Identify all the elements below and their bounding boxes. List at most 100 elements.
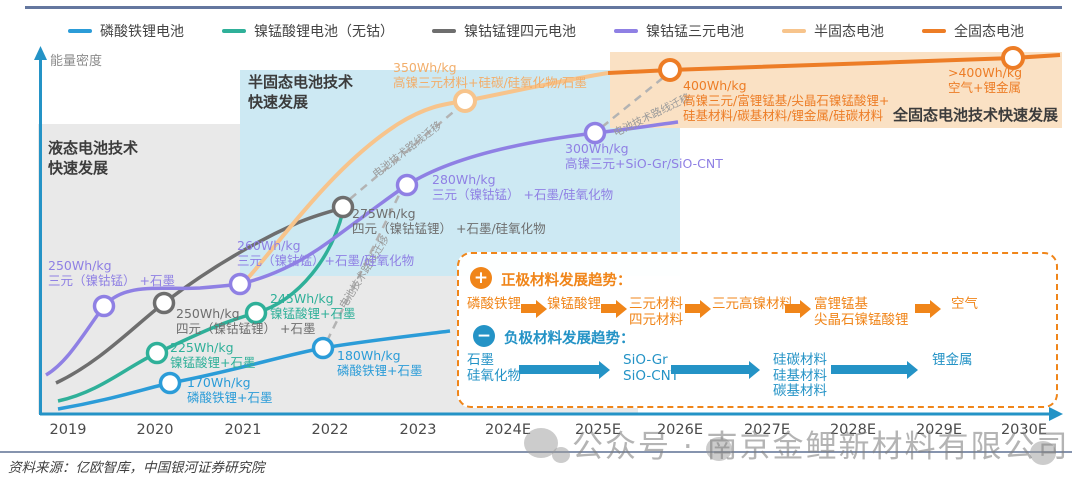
point-annotation: 170Wh/kg 磷酸铁锂+石墨 [187, 375, 272, 405]
legend-label: 镍钴锰三元电池 [646, 24, 744, 40]
anode-item-line: 石墨 [467, 352, 494, 368]
watermark: 公众号 · 南京金鲤新材料有限公司 [572, 429, 1070, 465]
cathode-item-line: 三元高镍材料 [712, 296, 793, 312]
cathode-item: 空气 [951, 296, 978, 313]
point-annotation-line: 三元（镍钴锰） +石墨 [48, 273, 175, 288]
legend-swatch [922, 29, 946, 33]
point-annotation: 245Wh/kg 镍锰酸锂+石墨 [270, 291, 355, 321]
point-annotation: 180Wh/kg 磷酸铁锂+石墨 [337, 348, 422, 378]
liquid-region-title: 液态电池技术 快速发展 [48, 139, 139, 177]
point-annotation-line: 250Wh/kg [48, 258, 112, 273]
point-annotation-line: 260Wh/kg [237, 238, 301, 253]
legend-swatch [222, 29, 246, 33]
x-tick-label: 2030E [1000, 422, 1048, 438]
anode-item-line: 硅基材料 [773, 367, 827, 384]
cathode-arrow-icon [915, 304, 930, 313]
legend-item: 镍锰酸锂电池（无钴） [222, 21, 394, 41]
point-annotation: 400Wh/kg 高镍三元/富锂锰基/尖晶石镍锰酸锂+ 硅基材料/碳基材料/锂金属/… [683, 78, 889, 123]
legend-label: 镍钴锰锂四元电池 [464, 24, 576, 40]
point-annotation-line: 高镍三元+SiO-Gr/SiO-CNT [565, 156, 723, 171]
legend-label: 半固态电池 [814, 24, 884, 40]
minus-icon: − [473, 325, 495, 347]
source-note: 资料来源：亿欧智库，中国银河证券研究院 [8, 460, 265, 476]
wechat-icon [552, 447, 570, 463]
x-tick-label: 2022 [311, 422, 349, 438]
anode-item-line: 硅碳材料 [773, 352, 827, 368]
point-annotation: 260Wh/kg 三元（镍钴锰）+石墨/硅氧化物 [237, 238, 414, 268]
cathode-item-line: 三元材料 [629, 296, 683, 312]
anode-item-line: 硅氧化物 [467, 367, 521, 384]
point-annotation-line: 350Wh/kg [393, 60, 457, 75]
legend: 磷酸铁锂电池 镍锰酸锂电池（无钴） 镍钴锰锂四元电池 镍钴锰三元电池 半固态电池 全固态电… [30, 21, 1062, 41]
point-annotation: 300Wh/kg 高镍三元+SiO-Gr/SiO-CNT [565, 141, 723, 171]
point-annotation-line: 300Wh/kg [565, 141, 629, 156]
cathode-arrow-icon [521, 304, 536, 313]
point-annotation-line: 275Wh/kg [352, 206, 416, 221]
anode-arrow-icon [519, 365, 599, 374]
anode-trend-title: 负极材料发展趋势： [504, 331, 635, 347]
cathode-item-line: 磷酸铁锂 [467, 296, 521, 312]
point-annotation-line: 245Wh/kg [270, 291, 334, 306]
top-border [25, 6, 1062, 9]
semi-solid-region-title: 半固态电池技术 快速发展 [248, 73, 354, 111]
x-axis-arrow-icon [1049, 407, 1063, 421]
legend-item: 镍钴锰锂四元电池 [432, 21, 576, 41]
cathode-item: 富锂锰基 尖晶石镍锰酸锂 [814, 296, 909, 328]
cathode-trend-title: 正极材料发展趋势： [501, 273, 632, 289]
cathode-item-line: 镍锰酸锂 [547, 296, 601, 312]
cathode-item: 磷酸铁锂 [467, 296, 521, 313]
point-annotation-line: 三元（镍钴锰）+石墨/硅氧化物 [237, 253, 415, 268]
legend-label: 全固态电池 [954, 24, 1024, 40]
legend-swatch [614, 29, 638, 33]
legend-swatch [68, 29, 92, 33]
cathode-arrow-icon [785, 304, 800, 313]
x-tick-label: 2027E [743, 422, 791, 438]
y-axis-arrow-icon [34, 46, 47, 60]
x-tick-label: 2028E [829, 422, 877, 438]
legend-item: 全固态电池 [922, 21, 1024, 41]
point-annotation-line: 225Wh/kg [170, 340, 234, 355]
point-annotation-line: 280Wh/kg [432, 172, 496, 187]
point-annotation: 275Wh/kg 四元（镍钴锰锂） +石墨/硅氧化物 [352, 206, 546, 236]
anode-item: 硅碳材料 硅基材料 碳基材料 [773, 352, 827, 400]
y-axis-label: 能量密度 [50, 54, 103, 69]
material-trend-box: + 正极材料发展趋势： − 负极材料发展趋势： 磷酸铁锂 镍锰酸锂 三元材料 四元材料… [457, 252, 1058, 408]
wechat-icon [1030, 441, 1056, 465]
legend-label: 镍锰酸锂电池（无钴） [254, 24, 394, 40]
anode-arrow-icon [671, 365, 749, 374]
point-annotation-line: 硅基材料/碳基材料/锂金属/硅碳材料 [683, 108, 884, 123]
point-annotation-line: 磷酸铁锂+石墨 [337, 363, 423, 378]
x-tick-label: 2020 [136, 422, 174, 438]
cathode-item-line: 空气 [951, 296, 978, 312]
all-solid-region-title: 全固态电池技术快速发展 [893, 106, 1059, 124]
point-annotation-line: 镍锰酸锂+石墨 [270, 306, 356, 321]
point-annotation-line: 四元（镍钴锰锂） +石墨/硅氧化物 [352, 221, 546, 236]
cathode-item-line: 四元材料 [629, 311, 683, 328]
plus-icon: + [470, 267, 492, 289]
cathode-arrow-icon [685, 304, 700, 313]
point-annotation-line: 磷酸铁锂+石墨 [187, 390, 273, 405]
x-tick-label: 2021 [224, 422, 262, 438]
point-annotation: 350Wh/kg 高镍三元材料+硅碳/硅氧化物/石墨 [393, 60, 587, 90]
cathode-arrow-icon [601, 304, 616, 313]
wechat-icon [706, 437, 732, 461]
point-annotation: 225Wh/kg 镍锰酸锂+石墨 [170, 340, 255, 370]
cathode-item: 三元材料 四元材料 [629, 296, 683, 328]
legend-swatch [782, 29, 806, 33]
point-annotation-line: 170Wh/kg [187, 375, 251, 390]
point-annotation-line: 180Wh/kg [337, 348, 401, 363]
legend-label: 磷酸铁锂电池 [100, 24, 184, 40]
x-tick-label: 2029E [915, 422, 963, 438]
point-annotation: 280Wh/kg 三元（镍钴锰） +石墨/硅氧化物 [432, 172, 613, 202]
x-tick-label: 2024E [484, 422, 532, 438]
legend-item: 磷酸铁锂电池 [68, 21, 184, 41]
anode-arrow-icon [831, 365, 907, 374]
point-annotation-line: 高镍三元材料+硅碳/硅氧化物/石墨 [393, 75, 587, 90]
point-annotation-line: 三元（镍钴锰） +石墨/硅氧化物 [432, 187, 614, 202]
point-annotation-line: 四元（镍钴锰锂） +石墨 [176, 321, 316, 336]
x-tick-label: 2019 [49, 422, 87, 438]
anode-item-line: 锂金属 [932, 352, 973, 368]
x-tick-label: 2023 [399, 422, 437, 438]
anode-item-line: 碳基材料 [773, 383, 827, 399]
